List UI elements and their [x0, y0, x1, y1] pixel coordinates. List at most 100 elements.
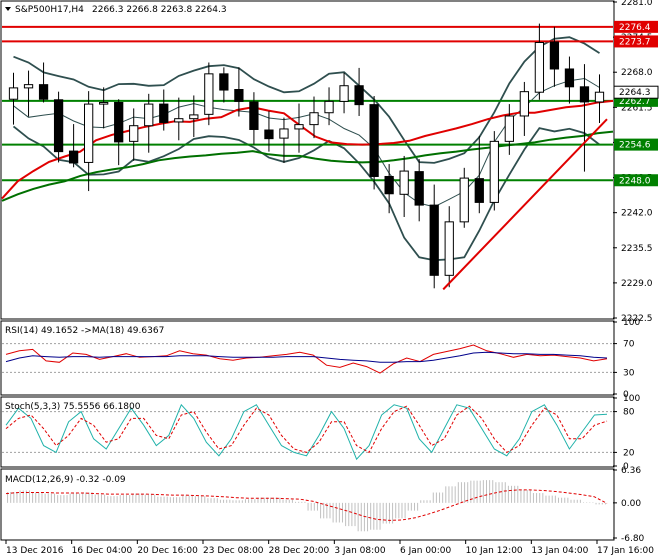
level-label-box	[614, 138, 658, 151]
candle-body	[114, 101, 124, 143]
candle-body	[564, 68, 575, 88]
candle-body	[279, 128, 289, 139]
dropdown-triangle-icon[interactable]	[5, 7, 11, 11]
macd-title: MACD(12,26,9) -0.32 -0.09	[5, 475, 126, 485]
candle-body	[8, 87, 19, 100]
candle-body	[579, 86, 590, 103]
level-label-text: 2276.4	[619, 23, 651, 33]
horizontal-levels	[2, 25, 613, 182]
price-tick-label: 2281.0	[621, 0, 653, 8]
rsi-panel	[0, 320, 615, 396]
rsi-title: RSI(14) 49.1652 ->MA(18) 49.6367	[5, 326, 164, 336]
bollinger-bands	[12, 36, 601, 262]
level-labels: 2276.4 2273.7 2262.7 2254.6 2248.0 2264.3	[613, 20, 659, 187]
candle-body	[159, 103, 169, 123]
rsi-line-2	[5, 351, 608, 363]
price-tick-label: 2235.5	[621, 244, 653, 254]
time-tick-label: 10 Jan 12:00	[466, 546, 523, 556]
stoch-tick-label: 0	[623, 462, 629, 472]
level-label-text: 2248.0	[619, 176, 651, 186]
bollinger-upper-line	[13, 36, 600, 164]
stochastic-indicator: 100 80 20 0	[2, 394, 640, 472]
candle-body	[549, 41, 560, 70]
candle-body	[99, 101, 109, 105]
macd-panel	[0, 468, 615, 541]
time-tick-label: 6 Jan 00:00	[400, 546, 452, 556]
time-tick-label: 28 Dec 20:00	[269, 546, 330, 556]
time-tick-label: 3 Jan 08:00	[334, 546, 386, 556]
time-tick-label: 13 Dec 2016	[6, 546, 64, 556]
candle-body	[324, 100, 334, 114]
time-tick-label: 20 Dec 16:00	[137, 546, 198, 556]
stoch-title: Stoch(5,3,3) 75.5556 66.1800	[5, 402, 141, 412]
level-label-box	[614, 174, 658, 187]
rsi-tick-label: 0	[623, 390, 629, 400]
candle-body	[399, 170, 409, 195]
candle-body	[384, 175, 394, 195]
level-label-text: 2262.7	[619, 97, 651, 107]
candlesticks	[8, 23, 605, 289]
moving-average-red	[1, 99, 614, 200]
support-trendline	[442, 118, 608, 291]
price-tick-label: 2222.5	[621, 314, 653, 324]
candle-body	[534, 42, 545, 93]
candle-body	[294, 124, 304, 130]
price-tick-label: 2261.5	[621, 103, 653, 113]
bollinger-middle-line	[13, 77, 600, 208]
candle-body	[219, 73, 229, 91]
candle-body	[444, 221, 454, 276]
price-tick-label: 2242.0	[621, 209, 653, 219]
candle-body	[594, 91, 605, 103]
level-label-box	[614, 35, 658, 48]
candle-body	[339, 85, 349, 102]
candle-body	[23, 84, 34, 89]
candle-body	[429, 204, 439, 276]
stoch-tick-label: 100	[623, 394, 640, 404]
candle-body	[519, 91, 529, 117]
stoch-line-2	[5, 405, 608, 454]
macd-tick-label: 0.00	[621, 499, 641, 509]
candle-body	[489, 140, 499, 203]
candle-body	[68, 150, 79, 164]
price-tick-label: 2229.0	[621, 279, 653, 289]
level-label-text: 2254.6	[619, 141, 651, 151]
stoch-line-1	[5, 403, 608, 461]
level-label-box	[614, 20, 658, 33]
price-tick-label: 2268.0	[621, 68, 653, 78]
candle-body	[474, 178, 484, 203]
candle-body	[504, 115, 514, 142]
time-tick-label: 17 Jan 16:00	[597, 546, 654, 556]
candle-body	[53, 99, 64, 153]
macd-signal-line	[5, 489, 608, 521]
stoch-tick-label: 80	[623, 408, 635, 418]
level-label-text: 2273.7	[619, 37, 651, 47]
stoch-tick-label: 20	[623, 448, 635, 458]
moving-averages	[1, 99, 614, 202]
chart-title: S&P500H17,H4	[15, 5, 84, 15]
current-price-text: 2264.3	[619, 88, 651, 98]
rsi-tick-label: 100	[623, 318, 640, 328]
macd-tick-label: 6.36	[621, 466, 641, 476]
candle-body	[189, 114, 199, 120]
stochastic-panel	[0, 396, 615, 468]
candle-body	[144, 103, 154, 127]
candle-body	[174, 118, 184, 123]
trendline	[442, 118, 608, 291]
candle-body	[38, 84, 49, 100]
candle-body	[459, 177, 469, 223]
candle-body	[414, 171, 424, 206]
candle-body	[249, 101, 259, 130]
time-tick-label: 13 Jan 04:00	[531, 546, 588, 556]
macd-indicator: 6.36 0.00 -6.80	[5, 466, 645, 544]
time-tick-label: 23 Dec 08:00	[203, 546, 264, 556]
time-axis: 13 Dec 2016 16 Dec 04:00 20 Dec 16:00 23 De…	[5, 540, 654, 556]
rsi-tick-label: 70	[623, 340, 635, 350]
candle-body	[354, 85, 364, 106]
time-tick-label: 16 Dec 04:00	[72, 546, 133, 556]
rsi-line-1	[5, 344, 608, 374]
candle-body	[129, 125, 139, 142]
main-price-panel	[0, 0, 615, 320]
candle-body	[204, 73, 214, 115]
rsi-indicator: 100 70 30 0	[2, 318, 640, 400]
